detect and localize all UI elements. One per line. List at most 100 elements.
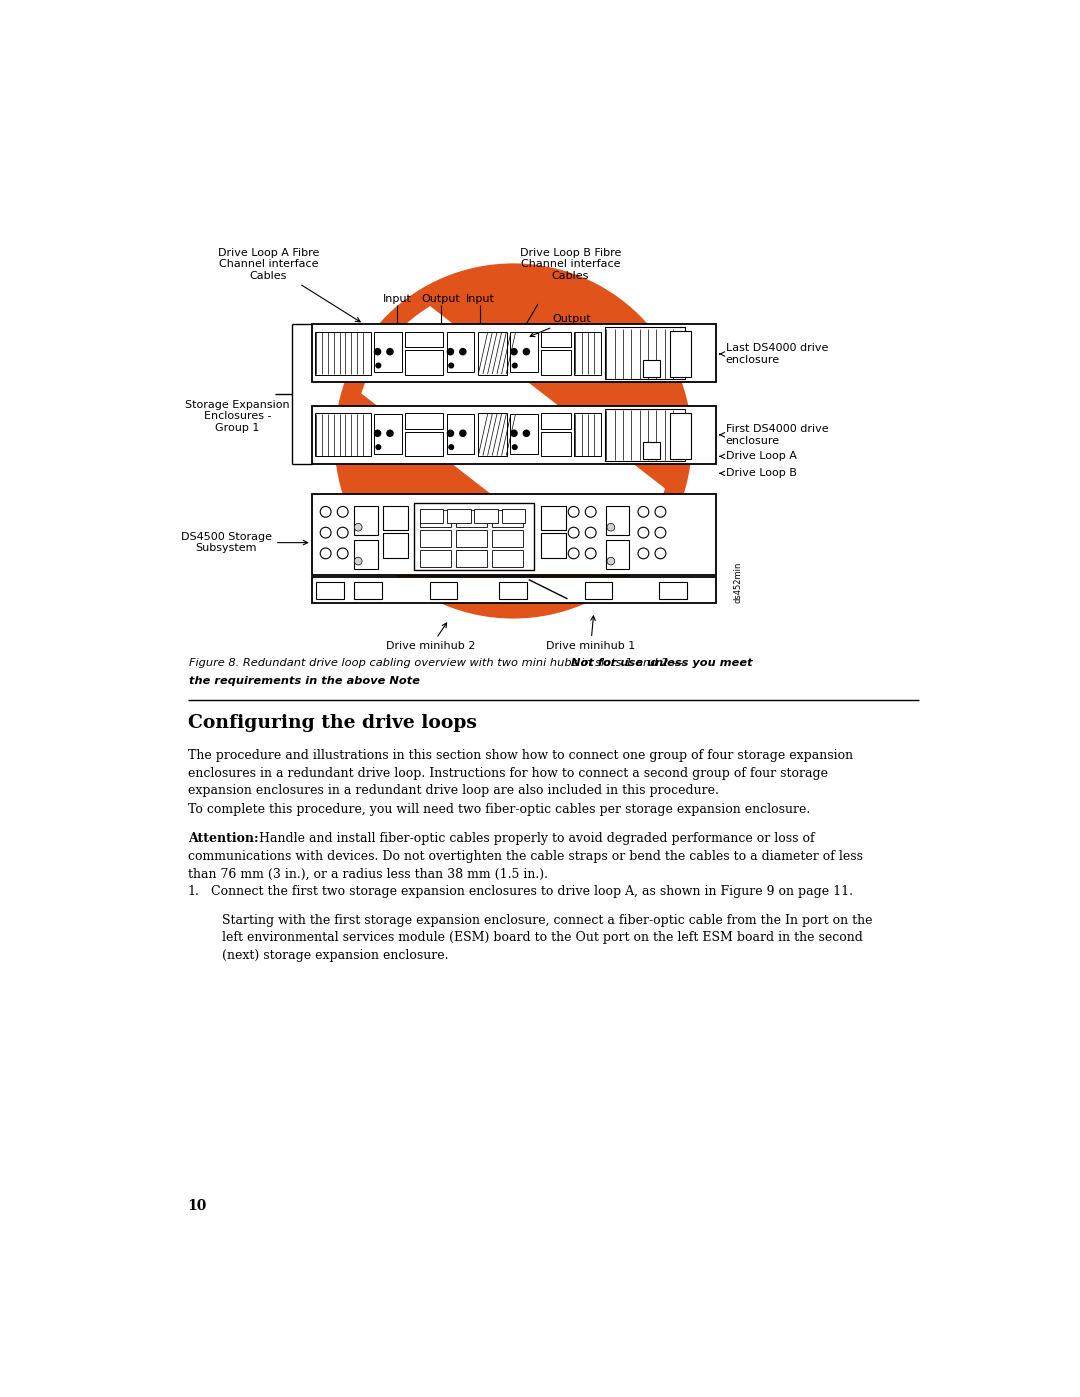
Circle shape — [638, 507, 649, 517]
Text: Output: Output — [530, 314, 591, 337]
Circle shape — [321, 527, 332, 538]
Circle shape — [656, 527, 666, 538]
Text: Configuring the drive loops: Configuring the drive loops — [188, 714, 476, 732]
Bar — [670, 412, 691, 458]
Circle shape — [447, 430, 454, 436]
Circle shape — [524, 349, 529, 355]
Bar — [420, 509, 444, 522]
Circle shape — [568, 507, 579, 517]
Text: Output: Output — [422, 293, 460, 305]
Circle shape — [375, 349, 380, 355]
Circle shape — [337, 527, 348, 538]
Bar — [659, 583, 687, 599]
Bar — [644, 360, 661, 377]
Text: Attention:: Attention: — [188, 833, 258, 845]
Circle shape — [449, 444, 454, 450]
Text: To complete this procedure, you will need two fiber-optic cables per storage exp: To complete this procedure, you will nee… — [188, 803, 810, 816]
Bar — [456, 550, 487, 567]
Bar — [584, 583, 612, 599]
Bar — [447, 509, 471, 522]
Bar — [541, 351, 570, 374]
Bar — [374, 414, 402, 454]
Bar — [477, 414, 507, 457]
Circle shape — [585, 527, 596, 538]
Circle shape — [568, 548, 579, 559]
Bar — [573, 414, 600, 457]
Bar — [477, 331, 507, 374]
Circle shape — [447, 349, 454, 355]
Circle shape — [387, 430, 393, 436]
Bar — [420, 550, 451, 567]
Circle shape — [449, 363, 454, 367]
Circle shape — [337, 548, 348, 559]
Circle shape — [375, 430, 380, 436]
Bar — [354, 506, 378, 535]
Circle shape — [656, 507, 666, 517]
Text: left environmental services module (ESM) board to the Out port on the left ESM b: left environmental services module (ESM)… — [221, 932, 863, 944]
Circle shape — [387, 349, 393, 355]
Bar — [446, 332, 474, 373]
Text: than 76 mm (3 in.), or a radius less than 38 mm (1.5 in.).: than 76 mm (3 in.), or a radius less tha… — [188, 868, 548, 880]
Bar — [491, 531, 523, 548]
Bar — [314, 331, 370, 374]
Text: expansion enclosures in a redundant drive loop are also included in this procedu: expansion enclosures in a redundant driv… — [188, 784, 718, 798]
Bar — [541, 331, 570, 346]
Bar — [430, 583, 458, 599]
Text: Drive Loop A Fibre
Channel interface
Cables: Drive Loop A Fibre Channel interface Cab… — [217, 247, 361, 321]
Text: Drive Loop B Fibre
Channel interface
Cables: Drive Loop B Fibre Channel interface Cab… — [519, 247, 621, 281]
Text: Connect the first two storage expansion enclosures to drive loop A, as shown in : Connect the first two storage expansion … — [211, 886, 853, 898]
Text: Storage Expansion
Enclosures -
Group 1: Storage Expansion Enclosures - Group 1 — [185, 400, 289, 433]
Bar — [354, 539, 378, 569]
Circle shape — [376, 363, 380, 367]
Bar — [606, 539, 630, 569]
Text: Input: Input — [382, 293, 411, 305]
Bar — [605, 327, 685, 380]
Circle shape — [585, 548, 596, 559]
Circle shape — [321, 548, 332, 559]
Bar — [314, 414, 370, 457]
Circle shape — [524, 430, 529, 436]
Circle shape — [638, 548, 649, 559]
Bar — [606, 506, 630, 535]
Bar — [383, 506, 408, 531]
Circle shape — [460, 430, 465, 436]
Bar — [474, 509, 498, 522]
Text: Handle and install fiber-optic cables properly to avoid degraded performance or : Handle and install fiber-optic cables pr… — [259, 833, 814, 845]
Bar — [405, 331, 444, 346]
Bar — [446, 414, 474, 454]
Text: First DS4000 drive
enclosure: First DS4000 drive enclosure — [719, 425, 828, 446]
Text: DS4500 Storage
Subsystem: DS4500 Storage Subsystem — [181, 532, 308, 553]
Bar — [420, 510, 451, 527]
Bar — [670, 331, 691, 377]
Circle shape — [568, 527, 579, 538]
Circle shape — [460, 349, 465, 355]
Bar — [405, 414, 444, 429]
Text: Not for use unless you meet: Not for use unless you meet — [570, 658, 752, 668]
Bar — [491, 510, 523, 527]
Bar — [644, 441, 661, 458]
Text: Drive minihub 2: Drive minihub 2 — [387, 623, 475, 651]
Circle shape — [674, 337, 690, 352]
Bar — [499, 583, 527, 599]
Bar — [510, 414, 538, 454]
Bar — [420, 531, 451, 548]
Text: Input: Input — [465, 293, 495, 305]
Circle shape — [512, 444, 517, 450]
Text: communications with devices. Do not overtighten the cable straps or bend the cab: communications with devices. Do not over… — [188, 849, 863, 863]
Circle shape — [512, 363, 517, 367]
Bar — [354, 583, 382, 599]
Bar — [605, 409, 685, 461]
Bar — [510, 332, 538, 373]
Bar — [405, 432, 444, 457]
Circle shape — [607, 557, 615, 564]
Text: Drive minihub 1: Drive minihub 1 — [546, 616, 635, 651]
Bar — [383, 534, 408, 557]
Bar — [456, 510, 487, 527]
Circle shape — [376, 444, 380, 450]
Circle shape — [585, 507, 596, 517]
Circle shape — [607, 524, 615, 531]
Bar — [573, 331, 600, 374]
Bar — [316, 583, 345, 599]
Text: enclosures in a redundant drive loop. Instructions for how to connect a second g: enclosures in a redundant drive loop. In… — [188, 767, 827, 780]
Bar — [501, 509, 525, 522]
